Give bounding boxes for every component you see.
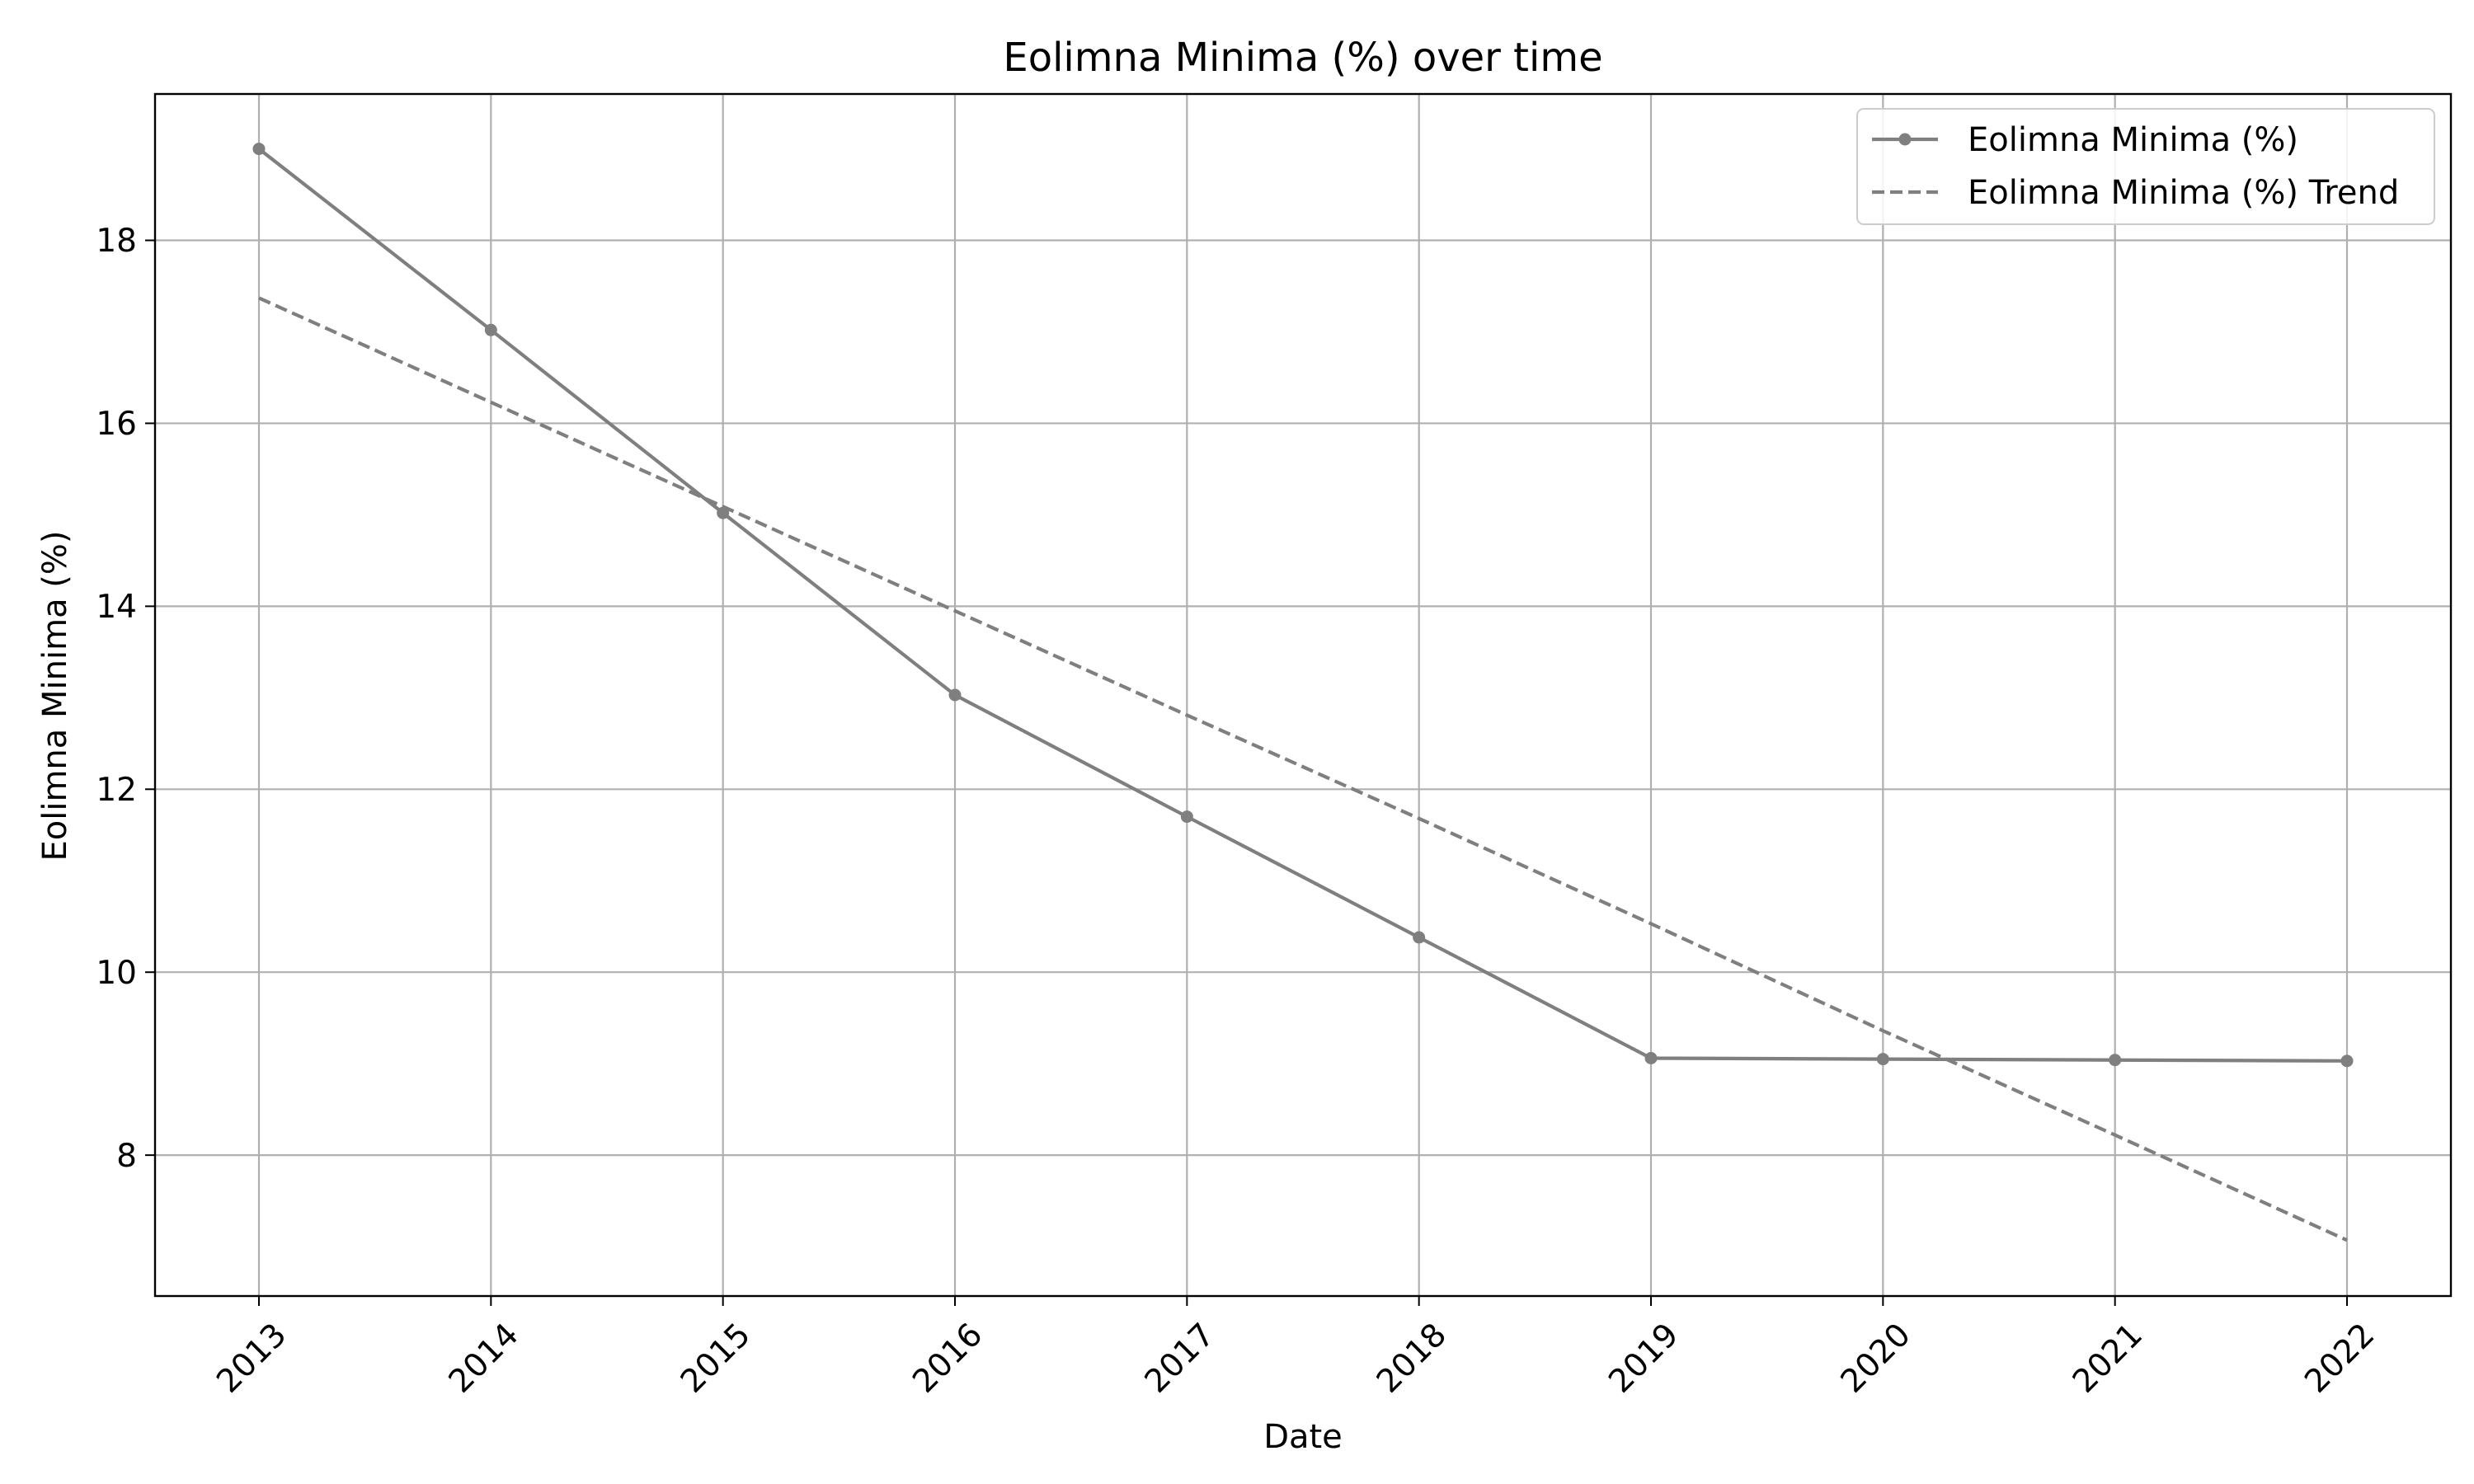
y-axis-label: Eolimna Minima (%) xyxy=(36,530,74,861)
plot-area-frame xyxy=(153,92,2453,1298)
y-tick-label: 10 xyxy=(96,955,137,992)
data-point xyxy=(948,688,962,702)
chart-title: Eolimna Minima (%) over time xyxy=(1003,35,1602,81)
data-point xyxy=(1876,1053,1889,1066)
y-axis: 8 10 12 14 16 18 xyxy=(96,223,155,1175)
grid-lines xyxy=(155,94,2451,1296)
y-tick-label: 8 xyxy=(116,1138,137,1175)
data-point xyxy=(1413,931,1426,944)
data-point xyxy=(252,143,266,156)
y-tick-label: 16 xyxy=(96,406,137,443)
y-tick-label: 12 xyxy=(96,772,137,809)
y-tick-label: 18 xyxy=(96,223,137,260)
data-point xyxy=(2109,1054,2122,1067)
series-layer xyxy=(252,143,2354,1242)
legend-label: Eolimna Minima (%) Trend xyxy=(1968,174,2399,212)
legend-box xyxy=(1856,108,2435,225)
data-point xyxy=(2340,1054,2354,1068)
data-point xyxy=(1644,1052,1658,1065)
data-point xyxy=(484,323,497,336)
legend-marker xyxy=(1898,133,1912,146)
legend: Eolimna Minima (%) Eolimna Minima (%) Tre… xyxy=(1856,108,2435,225)
data-point xyxy=(1180,810,1193,824)
trend-line xyxy=(258,296,2348,1242)
x-axis-label: Date xyxy=(1263,1418,1343,1456)
y-tick-label: 14 xyxy=(96,589,137,626)
series-line xyxy=(257,147,2348,1063)
legend-label: Eolimna Minima (%) xyxy=(1968,121,2298,159)
data-point xyxy=(717,506,730,519)
